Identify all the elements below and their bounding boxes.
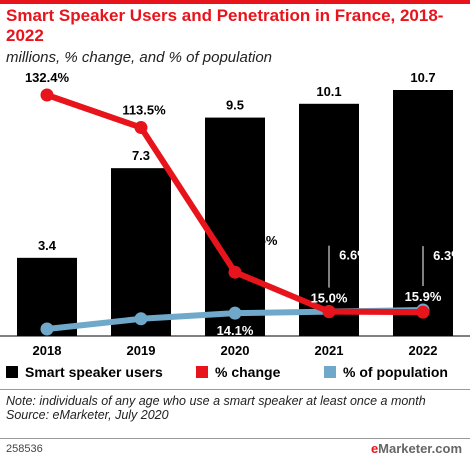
brand-domain: .com — [431, 441, 462, 456]
bar-2022 — [393, 90, 453, 336]
bar-label-2018: 3.4 — [38, 238, 57, 253]
x-tick-2018: 2018 — [33, 343, 62, 358]
change-label-2022: 6.3% — [433, 248, 463, 263]
note-text: Note: individuals of any age who use a s… — [6, 394, 426, 408]
population-point-2020 — [228, 306, 242, 320]
bar-label-2021: 10.1 — [316, 84, 341, 99]
change-label-2020: 29.5% — [241, 233, 278, 248]
bar-label-2019: 7.3 — [132, 148, 150, 163]
population-point-2018 — [40, 322, 54, 336]
legend-swatch-population — [324, 366, 336, 378]
bar-2019 — [111, 168, 171, 336]
population-label-2022: 15.9% — [405, 289, 442, 304]
legend-label-change: % change — [215, 364, 281, 380]
change-point-2022 — [416, 305, 430, 319]
bar-label-2020: 9.5 — [226, 98, 244, 113]
x-tick-2019: 2019 — [127, 343, 156, 358]
bar-2021 — [299, 103, 359, 336]
legend-item-percent-population: % of population — [324, 364, 448, 380]
brand-name: Marketer — [378, 441, 432, 456]
change-point-2021 — [322, 305, 336, 319]
chart-subtitle: millions, % change, and % of population — [6, 49, 273, 66]
change-label-2018: 132.4% — [25, 70, 70, 85]
change-point-2020 — [228, 265, 242, 279]
x-tick-2021: 2021 — [315, 343, 344, 358]
population-label-2021: 15.0% — [311, 291, 348, 306]
legend-label-users: Smart speaker users — [25, 364, 163, 380]
x-tick-2020: 2020 — [221, 343, 250, 358]
source-text: Source: eMarketer, July 2020 — [6, 408, 169, 422]
top-rule — [0, 0, 470, 4]
change-label-2021: 6.6% — [339, 248, 369, 263]
brand-e: e — [370, 441, 379, 456]
bar-2020 — [205, 117, 265, 337]
change-label-2019: 113.5% — [122, 103, 166, 118]
legend-swatch-change — [196, 366, 208, 378]
change-point-2018 — [40, 88, 54, 102]
chart-title: Smart Speaker Users and Penetration in F… — [6, 6, 444, 45]
legend-item-smart-speaker-users: Smart speaker users — [6, 364, 163, 380]
x-tick-2022: 2022 — [409, 343, 438, 358]
chart-note: Note: individuals of any age who use a s… — [6, 394, 461, 422]
bar-label-2022: 10.7 — [410, 70, 435, 85]
legend-label-population: % of population — [343, 364, 448, 380]
population-label-2018: 5.1% — [32, 305, 62, 320]
divider-top — [0, 389, 470, 390]
population-label-2020: 14.1% — [217, 323, 254, 338]
legend: Smart speaker users % change % of popula… — [0, 364, 470, 384]
population-point-2019 — [134, 312, 148, 326]
legend-item-percent-change: % change — [196, 364, 280, 380]
brand-logo: eMarketer.com — [371, 441, 462, 456]
legend-swatch-users — [6, 366, 18, 378]
chart-plot: 2018 2019 2020 2021 2022 3.4 7.3 9.5 10.1 10.7 132… — [0, 70, 470, 358]
chart-id: 258536 — [6, 443, 43, 455]
population-label-2019: 10.9% — [125, 294, 162, 309]
divider-bottom — [0, 438, 470, 439]
change-point-2019 — [134, 121, 148, 135]
